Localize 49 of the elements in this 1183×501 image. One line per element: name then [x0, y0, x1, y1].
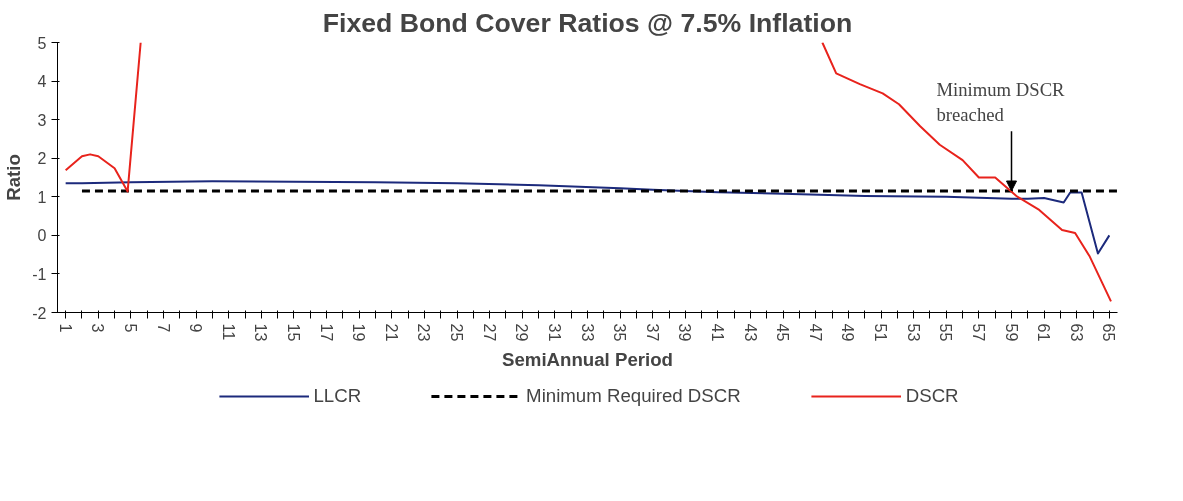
x-tick-label: 47	[806, 323, 824, 342]
x-tick-label: 61	[1035, 323, 1053, 342]
legend-label: DSCR	[905, 384, 959, 407]
x-tick-label: 17	[317, 323, 335, 342]
x-tick-label: 37	[643, 323, 661, 342]
x-tick-label: 51	[872, 323, 890, 342]
x-tick-label: 65	[1100, 323, 1118, 342]
x-tick-label: 63	[1067, 323, 1085, 342]
y-tick-label: -2	[32, 304, 47, 322]
x-axis-title: SemiAnnual Period	[501, 349, 674, 371]
x-tick-label: 3	[89, 323, 107, 333]
x-tick-label: 31	[545, 323, 563, 342]
chart-title: Fixed Bond Cover Ratios @ 7.5% Inflation	[322, 7, 853, 38]
line-series	[64, 180, 1111, 255]
x-tick-label: 49	[839, 323, 857, 342]
x-tick-label: 27	[480, 323, 498, 342]
x-tick-label: 59	[1002, 323, 1020, 342]
x-tick-label: 13	[252, 323, 270, 342]
x-tick-label: 33	[578, 323, 596, 342]
x-tick-label: 23	[415, 323, 433, 342]
y-tick-label: 2	[37, 150, 47, 168]
annotation: Minimum DSCR breached	[936, 79, 1066, 126]
legend-label: Minimum Required DSCR	[526, 384, 741, 407]
x-tick-label: 57	[969, 323, 987, 342]
y-axis-title: Ratio	[3, 154, 25, 201]
y-tick-label: -1	[32, 265, 47, 283]
x-tick-label: 11	[219, 323, 237, 341]
x-tick-label: 35	[611, 323, 629, 342]
x-tick-label: 43	[741, 323, 759, 342]
x-tick-label: 55	[937, 323, 955, 342]
y-tick-label: 5	[37, 34, 47, 52]
x-tick-label: 25	[448, 323, 466, 342]
x-tick-label: 29	[513, 323, 531, 342]
x-tick-label: 19	[350, 323, 368, 342]
x-tick-label: 53	[904, 323, 922, 342]
x-tick-label: 7	[154, 323, 172, 333]
legend-label: LLCR	[313, 384, 362, 407]
y-tick-label: 0	[37, 227, 47, 245]
x-tick-label: 9	[187, 323, 205, 333]
x-tick-label: 21	[382, 323, 400, 342]
x-tick-label: 45	[774, 323, 792, 342]
y-tick-label: 1	[37, 188, 47, 206]
y-tick-label: 4	[37, 73, 47, 91]
y-tick-label: 3	[37, 111, 47, 129]
x-tick-label: 15	[284, 323, 302, 342]
x-tick-label: 41	[708, 323, 726, 342]
x-tick-label: 1	[56, 323, 74, 333]
x-tick-label: 39	[676, 323, 694, 342]
x-tick-label: 5	[121, 323, 139, 333]
